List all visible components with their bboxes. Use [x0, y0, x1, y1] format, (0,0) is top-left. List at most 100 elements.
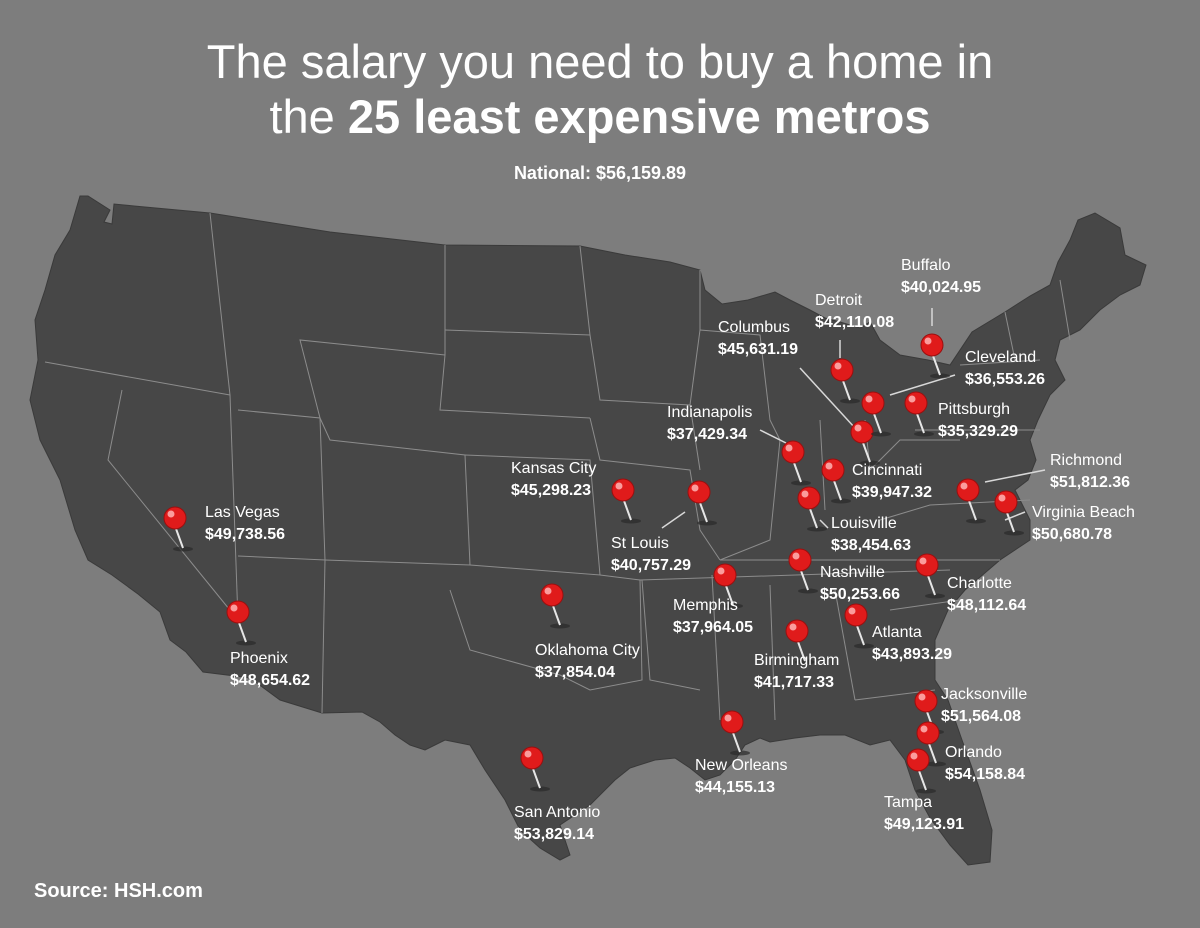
pin-highlight	[865, 395, 873, 403]
metro-label-richmond: Richmond $51,812.36	[1050, 450, 1130, 494]
pin-needle	[174, 525, 184, 549]
pin-shadow	[791, 480, 811, 486]
map-pin-orlando	[916, 721, 946, 767]
metro-salary: $43,893.29	[872, 646, 953, 663]
metro-label-orlando: Orlando $54,158.84	[945, 742, 1025, 786]
metro-salary: $50,253.66	[820, 586, 901, 603]
pin-head	[904, 391, 928, 415]
metro-label-columbus: Columbus $45,631.19	[718, 317, 798, 361]
pin-shadow	[530, 786, 550, 792]
metro-label-st-louis: St Louis $40,757.29	[611, 533, 691, 577]
metro-salary: $37,854.04	[535, 664, 616, 681]
pin-head	[850, 420, 874, 444]
metro-label-buffalo: Buffalo $40,024.95	[901, 255, 981, 299]
map-pin-birmingham	[785, 619, 815, 665]
pin-head	[781, 440, 805, 464]
pin-head	[861, 391, 885, 415]
metro-name: Orlando	[945, 744, 1002, 761]
pin-needle	[915, 410, 925, 434]
pin-needle	[531, 765, 541, 789]
pin-highlight	[919, 557, 927, 565]
pin-shadow	[723, 603, 743, 609]
pin-shadow	[173, 546, 193, 552]
metro-salary: $42,110.08	[815, 314, 895, 331]
pin-needle	[237, 619, 247, 643]
metro-salary: $49,738.56	[205, 526, 286, 543]
map-pin-tampa	[906, 748, 936, 794]
pin-head	[830, 358, 854, 382]
metro-name: San Antonio	[514, 804, 601, 821]
pin-needle	[799, 567, 809, 591]
metro-salary: $37,964.05	[673, 619, 754, 636]
pin-head	[163, 506, 187, 530]
pin-highlight	[854, 424, 862, 432]
pin-layer	[163, 333, 1024, 794]
metro-salary: $51,564.08	[941, 708, 1022, 725]
map-pin-charlotte	[915, 553, 945, 599]
pin-highlight	[920, 725, 928, 733]
map-pin-atlanta	[844, 603, 874, 649]
metro-name: Jacksonville	[941, 686, 1028, 703]
metro-name: Kansas City	[511, 460, 597, 477]
metro-name: Louisville	[831, 515, 897, 532]
metro-name: Las Vegas	[205, 504, 280, 521]
map-pin-oklahoma-city	[540, 583, 570, 629]
pin-head	[785, 619, 809, 643]
metro-name: Tampa	[884, 794, 933, 811]
metro-label-phoenix: Phoenix $48,654.62	[230, 648, 310, 692]
map-pin-richmond	[956, 478, 986, 524]
pin-highlight	[724, 714, 732, 722]
pin-needle	[917, 767, 927, 791]
pin-highlight	[544, 587, 552, 595]
pin-highlight	[230, 604, 238, 612]
metro-salary: $49,123.91	[884, 816, 965, 833]
national-value: $56,159.89	[595, 163, 687, 183]
metro-name: Charlotte	[947, 575, 1012, 592]
metro-name: St Louis	[611, 535, 669, 552]
map-pin-new-orleans	[720, 710, 750, 756]
metro-label-oklahoma-city: Oklahoma City $37,854.04	[535, 640, 640, 684]
metro-label-pittsburgh: Pittsburgh $35,329.29	[938, 399, 1018, 443]
metro-name: Indianapolis	[667, 404, 753, 421]
metro-label-indianapolis: Indianapolis $37,429.34	[667, 402, 752, 446]
map-pin-nashville	[788, 548, 818, 594]
map-pin-indianapolis	[781, 440, 811, 486]
metro-name: Atlanta	[872, 624, 922, 641]
metro-salary: $45,298.23	[511, 482, 592, 499]
pin-shadow	[916, 788, 936, 794]
metro-label-birmingham: Birmingham $41,717.33	[754, 650, 839, 694]
national-label: National:	[513, 163, 591, 183]
pin-head	[915, 553, 939, 577]
metro-label-new-orleans: New Orleans $44,155.13	[695, 755, 787, 799]
metro-salary: $51,812.36	[1050, 474, 1131, 491]
metro-salary: $48,654.62	[230, 672, 311, 689]
pin-shadow	[730, 750, 750, 756]
metro-salary: $38,454.63	[831, 537, 912, 554]
pin-needle	[698, 499, 708, 523]
metro-salary: $48,112.64	[947, 597, 1027, 614]
pin-shadow	[871, 431, 891, 437]
pin-highlight	[924, 337, 932, 345]
pin-head	[226, 600, 250, 624]
pin-highlight	[848, 607, 856, 615]
pin-head	[713, 563, 737, 587]
map-pin-las-vegas	[163, 506, 193, 552]
pin-highlight	[908, 395, 916, 403]
metro-salary: $40,024.95	[901, 279, 982, 296]
pin-head	[844, 603, 868, 627]
pin-shadow	[1004, 530, 1024, 536]
map-pin-louisville	[797, 486, 827, 532]
pin-highlight	[789, 623, 797, 631]
pin-needle	[731, 729, 741, 753]
pin-highlight	[801, 490, 809, 498]
map-pin-virginia-beach	[994, 490, 1024, 536]
pin-highlight	[910, 752, 918, 760]
page-title: The salary you need to buy a home in	[206, 35, 994, 88]
metro-name: Columbus	[718, 319, 791, 336]
pin-highlight	[717, 567, 725, 575]
metro-salary: $50,680.78	[1032, 526, 1113, 543]
pin-highlight	[998, 494, 1006, 502]
metro-label-san-antonio: San Antonio $53,829.14	[514, 802, 600, 846]
pin-shadow	[236, 640, 256, 646]
pin-needle	[724, 582, 734, 606]
